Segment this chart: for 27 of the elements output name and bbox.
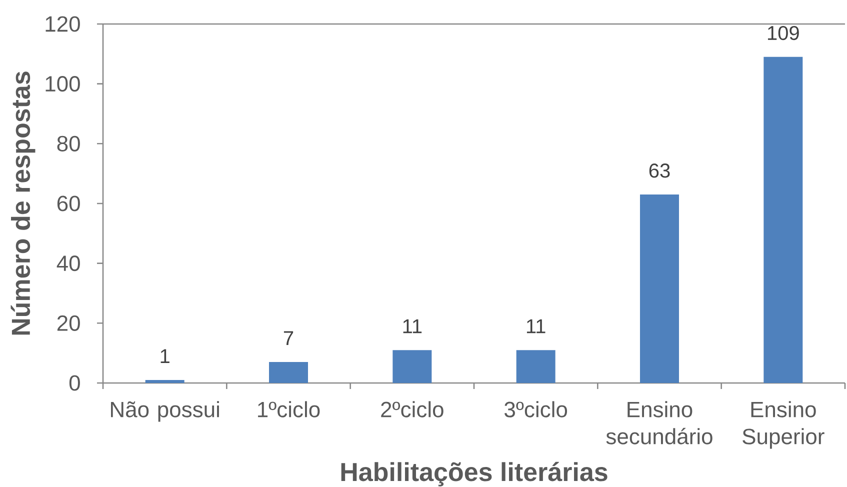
data-label: 7 bbox=[284, 331, 294, 346]
data-label: 63 bbox=[649, 164, 670, 178]
data-label: 1 bbox=[160, 349, 170, 363]
x-axis-title: Habilitações literárias bbox=[341, 462, 608, 486]
y-tick-label: 100 bbox=[46, 76, 80, 92]
data-label: 11 bbox=[403, 319, 422, 334]
y-tick-label: 60 bbox=[57, 196, 80, 212]
x-tick-label: Ensino Superior bbox=[742, 401, 824, 449]
y-tick-label: 120 bbox=[46, 16, 80, 32]
y-axis-title: Número de respostas bbox=[10, 72, 36, 335]
bar bbox=[764, 56, 803, 383]
y-tick-label: 0 bbox=[69, 375, 80, 391]
bar bbox=[516, 350, 556, 383]
bar bbox=[145, 380, 184, 383]
y-tick-label: 40 bbox=[56, 256, 80, 272]
bar bbox=[392, 350, 432, 383]
y-tick-label: 20 bbox=[57, 315, 80, 331]
x-tick-label: 1ºciclo bbox=[258, 401, 320, 418]
data-label: 11 bbox=[526, 319, 546, 334]
bar bbox=[640, 194, 679, 383]
x-tick-label: 3ºciclo bbox=[504, 401, 568, 418]
x-tick-label: Ensino secundário bbox=[606, 401, 712, 444]
y-tick-label: 80 bbox=[57, 136, 80, 152]
x-tick-label: 2ºciclo bbox=[381, 401, 444, 418]
data-label: 109 bbox=[768, 26, 799, 40]
bar bbox=[269, 362, 308, 383]
x-tick-label: Não possui bbox=[111, 401, 219, 422]
